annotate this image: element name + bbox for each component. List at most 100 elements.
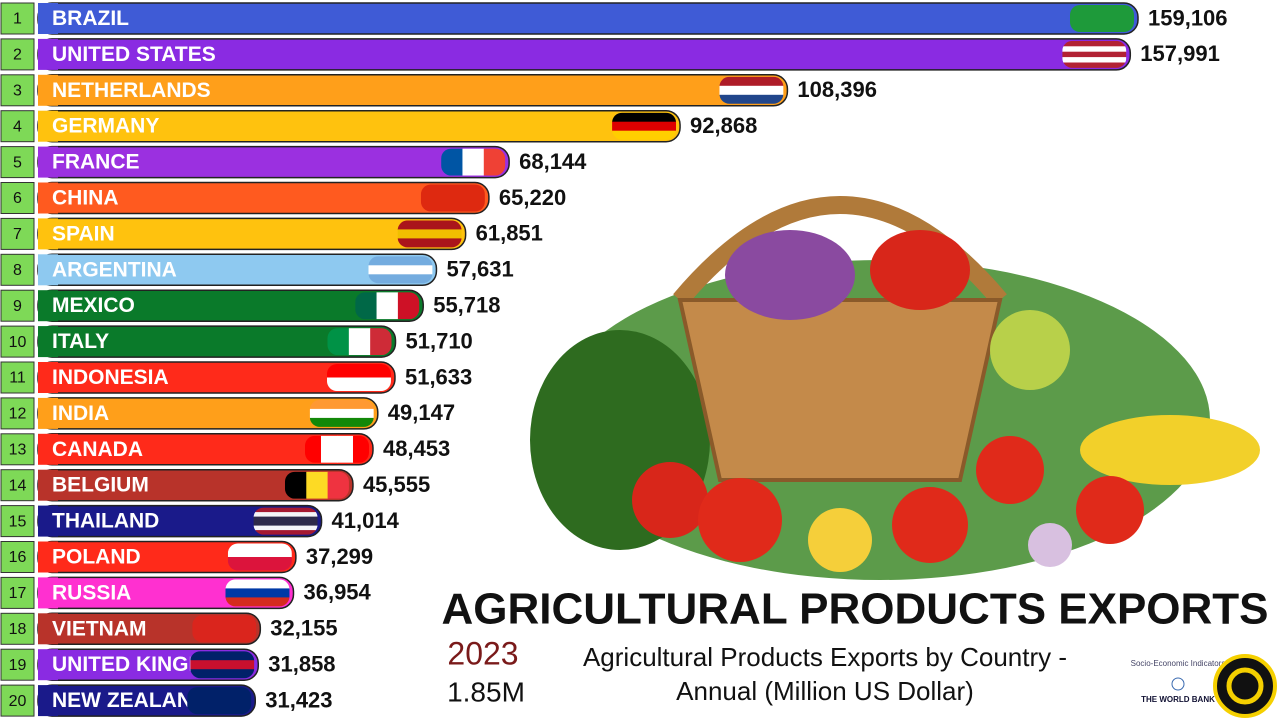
rank-label: 8 — [13, 262, 22, 279]
rank-label: 10 — [9, 334, 27, 351]
rank-box — [0, 612, 35, 645]
source-line: THE WORLD BANK — [1141, 695, 1215, 704]
rank-box — [0, 541, 35, 573]
rank-box — [0, 2, 35, 35]
flag-stripe — [336, 435, 354, 463]
bar-corner — [38, 3, 58, 34]
bar-corner — [38, 541, 58, 573]
rank-box — [0, 648, 35, 681]
rank-box — [0, 289, 35, 322]
flag-stripe — [370, 328, 392, 356]
bar-corner — [38, 254, 58, 286]
value-label: 61,851 — [476, 221, 543, 246]
rank-box — [0, 684, 35, 717]
bar-label: POLAND — [52, 546, 141, 569]
flag-stripe — [190, 651, 255, 661]
value-label: 49,147 — [388, 400, 455, 425]
flag — [355, 292, 420, 320]
bar-corner — [38, 146, 58, 178]
bar-label: CHINA — [52, 187, 119, 210]
bar-label: MEXICO — [52, 294, 135, 317]
flag-stripe — [190, 669, 255, 679]
rank-label: 6 — [13, 190, 22, 207]
flag-stripe — [306, 471, 329, 499]
bar-label: UNITED STATES — [52, 43, 216, 66]
value-label: 32,155 — [270, 616, 337, 641]
channel-logo — [1213, 654, 1277, 718]
flag-stripe — [309, 417, 374, 427]
bar — [37, 2, 1139, 35]
bar-label: GERMANY — [52, 115, 159, 138]
flag-stripe — [612, 121, 677, 132]
rank-box — [0, 182, 35, 214]
flag-stripe — [304, 435, 322, 463]
value-label: 51,710 — [406, 328, 473, 353]
bar-corner — [38, 74, 58, 106]
rank-label: 13 — [9, 442, 27, 459]
bar-label: VIETNAM — [52, 617, 147, 640]
produce-illustration — [530, 196, 1260, 580]
bar-corner — [38, 326, 58, 358]
flag-stripe — [326, 377, 391, 391]
bar-label: RUSSIA — [52, 581, 131, 604]
value-label: 31,423 — [265, 687, 332, 712]
rank-label: 17 — [9, 585, 27, 602]
flag-stripe — [227, 557, 292, 571]
value-label: 157,991 — [1140, 41, 1220, 66]
bar-corner — [38, 110, 58, 142]
channel-logo — [1226, 667, 1264, 705]
flag — [1070, 5, 1134, 32]
flag — [1062, 40, 1127, 68]
value-label: 41,014 — [332, 508, 400, 533]
rank-label: 4 — [13, 118, 22, 135]
flag-stripe — [462, 148, 485, 176]
value-label: 36,954 — [303, 580, 371, 605]
bar-corner — [38, 685, 58, 717]
flag — [420, 184, 485, 212]
rank-label: 18 — [9, 621, 27, 638]
year: 2023 — [447, 635, 518, 671]
rank-label: 15 — [9, 513, 27, 530]
flag-stripe — [397, 229, 462, 239]
flag-stripe — [327, 328, 350, 356]
flag — [719, 76, 784, 104]
flag-stripe — [1070, 5, 1134, 32]
flag-stripe — [327, 471, 349, 499]
bar-label: NETHERLANDS — [52, 79, 211, 102]
logo-icon — [1171, 677, 1185, 691]
rank-box — [0, 325, 35, 358]
flag — [441, 148, 506, 176]
rank-label: 14 — [9, 477, 27, 494]
rank-label: 2 — [13, 47, 22, 64]
flag-stripe — [719, 85, 784, 96]
flag-stripe — [1062, 46, 1127, 53]
flag-stripe — [441, 148, 463, 176]
rank-label: 5 — [13, 154, 22, 171]
chart-subtitle: Agricultural Products Exports by Country… — [582, 642, 1068, 706]
bar-corner — [38, 505, 58, 537]
flag — [192, 615, 257, 643]
bar-label: CANADA — [52, 438, 143, 461]
bar-corner — [38, 38, 58, 70]
rank-label: 12 — [9, 406, 27, 423]
flag-stripe — [719, 94, 784, 104]
flag — [225, 579, 290, 607]
rank-label: 11 — [9, 370, 26, 387]
value-label: 65,220 — [499, 185, 566, 210]
flag-stripe — [326, 364, 391, 378]
value-label: 108,396 — [797, 77, 877, 102]
flag-stripe — [376, 292, 399, 320]
flag — [327, 328, 392, 356]
bar-corner — [38, 613, 58, 645]
flag-stripe — [227, 543, 292, 558]
value-label: 68,144 — [519, 149, 587, 174]
flag-stripe — [253, 530, 318, 535]
flag-stripe — [352, 435, 369, 463]
flag-stripe — [355, 292, 378, 320]
value-label: 92,868 — [690, 113, 757, 138]
bar-corner — [38, 397, 58, 429]
value-label: 55,718 — [433, 293, 500, 318]
flag-stripe — [225, 588, 290, 598]
flag — [397, 220, 462, 248]
rank-box — [0, 74, 35, 107]
